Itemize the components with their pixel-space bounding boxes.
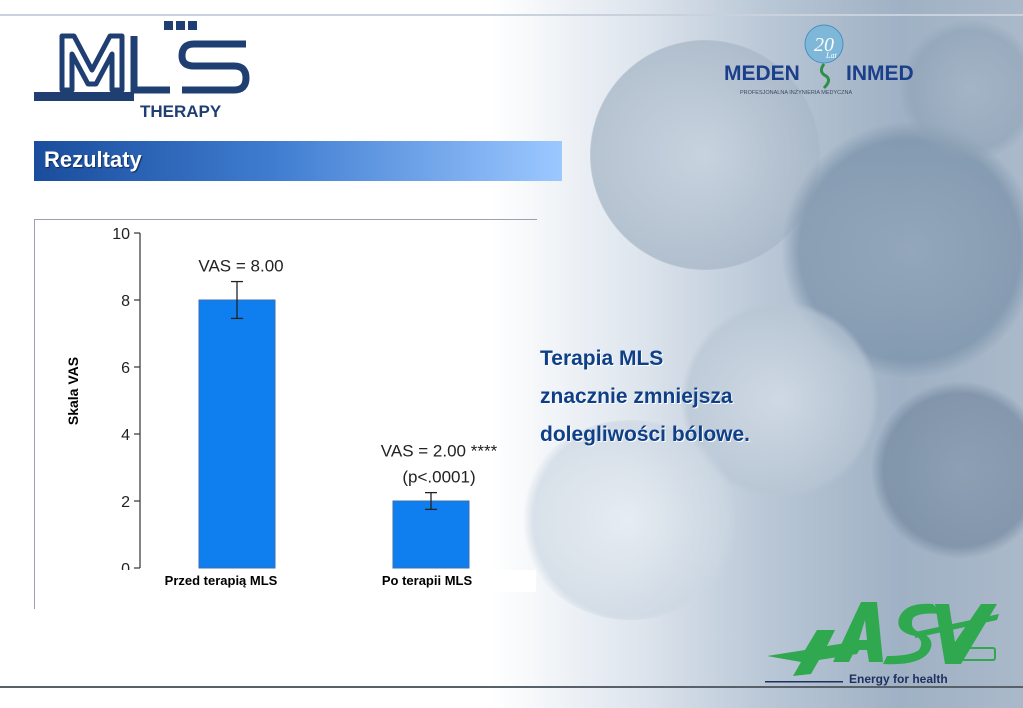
bar-annotation-1: VAS = 8.00 [198, 257, 283, 276]
bar-1 [198, 299, 276, 569]
y-tick-label: 4 [121, 427, 130, 444]
y-axis-label-panel [52, 262, 94, 520]
meden-inmed-logo: 20 Lat MEDEN INMED PROFESJONALNA INŻYNIE… [724, 24, 914, 96]
conclusion-line-2: znacznie zmniejsza [540, 385, 733, 408]
conclusion-line-3: dolegliwości bólowe. [540, 423, 751, 446]
logo-badge-small: Lat [825, 51, 837, 60]
y-tick-label: 0 [121, 561, 130, 578]
y-tick-label: 10 [112, 226, 130, 243]
y-tick-label: 2 [121, 494, 130, 511]
conclusion-text: Terapia MLS znacznie zmniejsza dolegliwo… [540, 340, 840, 454]
y-tick-label: 6 [121, 360, 130, 377]
bottom-divider [0, 686, 1023, 688]
category-label-panel [112, 570, 536, 592]
chart-frame-top [34, 219, 537, 220]
mls-therapy-logo: THERAPY [34, 21, 250, 121]
logo-name-right: INMED [846, 62, 914, 85]
logo-badge-number: 20 [814, 34, 834, 56]
conclusion-line-1: Terapia MLS [540, 347, 664, 370]
slide-title: Rezultaty [44, 147, 142, 172]
logo-caduceus-icon [819, 63, 831, 90]
y-tick-label: 8 [121, 293, 130, 310]
chart-frame-left [34, 219, 35, 609]
bar-annotation-2: (p<.0001) [402, 468, 475, 487]
bar-annotation-2: VAS = 2.00 **** [381, 442, 498, 461]
top-divider [0, 14, 1023, 16]
logo-name-left: MEDEN [724, 62, 800, 85]
logo-therapy-text: THERAPY [140, 102, 222, 121]
title-bar: Rezultaty [34, 141, 562, 181]
logo-tagline: PROFESJONALNA INŻYNIERIA MEDYCZNA [740, 89, 852, 96]
category-label-2: Po terapii MLS [381, 573, 473, 588]
asv-logo: Energy for health [765, 602, 999, 686]
category-label-1: Przed terapią MLS [164, 573, 278, 588]
footer-slogan: Energy for health [849, 672, 948, 686]
bar-2 [392, 500, 470, 569]
